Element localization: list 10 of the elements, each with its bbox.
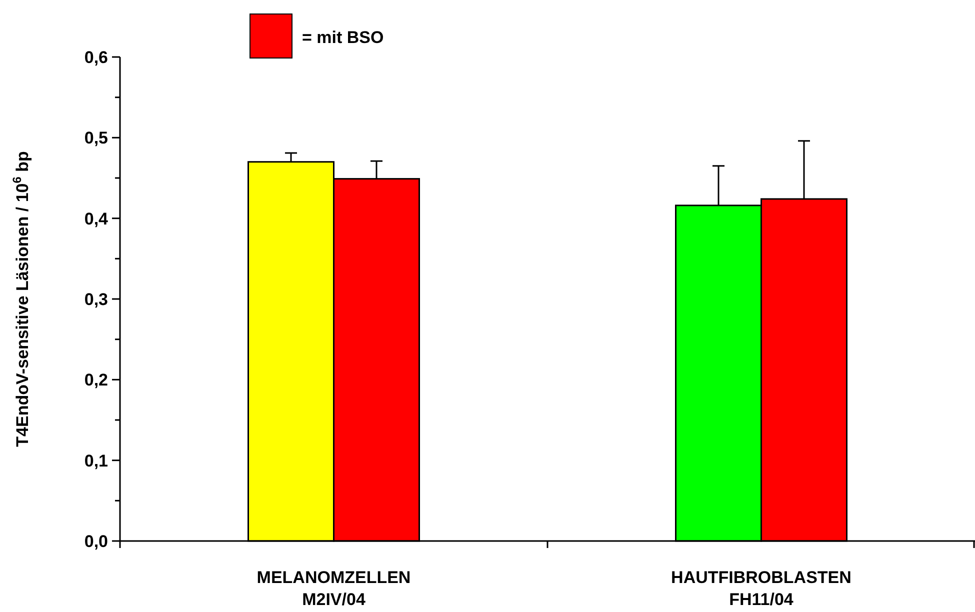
x-tick-label: MELANOMZELLEN M2IV/04 [256, 568, 411, 609]
y-tick-label: 0,2 [84, 370, 108, 390]
y-tick-label: 0,5 [84, 128, 108, 148]
text: = mit BSO [302, 28, 384, 47]
y-tick-label: 0,0 [84, 532, 108, 551]
x-tick-label: HAUTFIBROBLASTEN FH11/04 [671, 568, 852, 609]
y-tick-label: 0,1 [84, 451, 108, 470]
y-tick-label: 0,4 [84, 209, 109, 228]
y-tick-label: 0,3 [84, 290, 108, 309]
y-tick-label: 0,6 [84, 48, 108, 67]
